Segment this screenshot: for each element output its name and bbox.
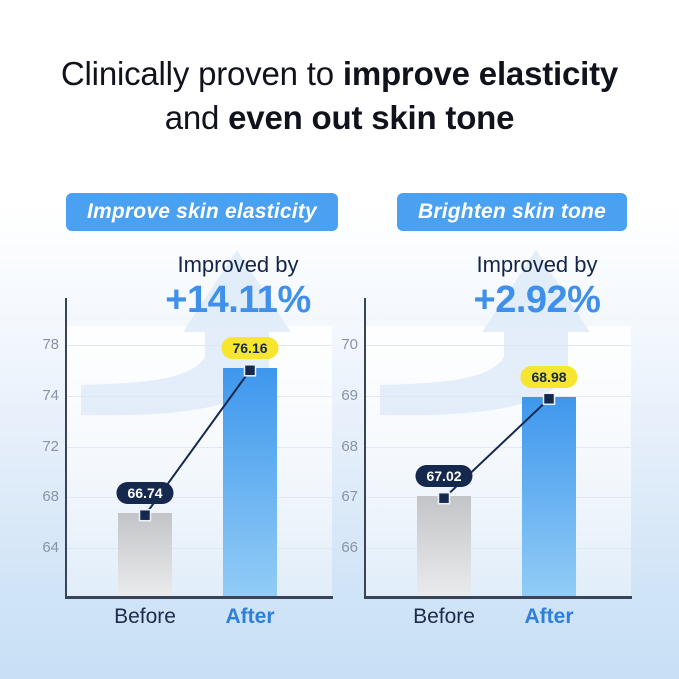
gridline bbox=[66, 548, 332, 549]
value-badge-after: 76.16 bbox=[221, 337, 279, 360]
y-tick-label: 67 bbox=[341, 488, 358, 506]
chart-header-badge: Improve skin elasticity bbox=[66, 193, 338, 231]
bar-after bbox=[522, 396, 576, 596]
y-tick-label: 64 bbox=[42, 539, 59, 556]
improved-by-label: Improved by bbox=[177, 252, 299, 277]
x-axis-line bbox=[364, 596, 632, 599]
y-tick-label: 69 bbox=[341, 386, 358, 404]
improved-by-label: Improved by bbox=[476, 252, 598, 277]
y-tick-label: 78 bbox=[42, 336, 59, 353]
x-label-before: Before bbox=[413, 605, 475, 628]
y-tick-label: 68 bbox=[341, 437, 358, 455]
x-label-before: Before bbox=[114, 605, 176, 628]
title-bold-1: improve elasticity bbox=[342, 55, 619, 92]
chart-panel-elasticity: Improve skin elasticity Improved by +14.… bbox=[31, 190, 351, 652]
chart-panel-skin-tone: Brighten skin tone Improved by +2.92% Be… bbox=[330, 190, 650, 652]
gridline bbox=[365, 548, 631, 549]
bar-before bbox=[417, 496, 471, 596]
y-axis-line bbox=[65, 298, 67, 598]
value-badge-before: 67.02 bbox=[415, 465, 473, 488]
improvement-callout: Improved by +2.92% bbox=[474, 252, 601, 322]
value-badge-after: 68.98 bbox=[520, 365, 578, 388]
chart-header-badge: Brighten skin tone bbox=[397, 193, 627, 231]
y-tick-label: 68 bbox=[42, 488, 59, 506]
y-tick-label: 70 bbox=[341, 336, 358, 353]
title-bold-2: even out skin tone bbox=[228, 98, 515, 136]
y-axis-line bbox=[364, 298, 366, 598]
y-tick-label: 72 bbox=[42, 437, 59, 455]
gridline bbox=[66, 345, 332, 346]
improvement-percent: +2.92% bbox=[473, 279, 601, 321]
value-badge-before: 66.74 bbox=[116, 482, 174, 505]
bar-after bbox=[223, 368, 277, 596]
title-regular-1: Clinically proven to bbox=[60, 55, 343, 92]
x-label-after: After bbox=[225, 605, 275, 628]
bar-before bbox=[118, 513, 172, 596]
title-regular-2: and bbox=[164, 98, 229, 136]
y-tick-label: 66 bbox=[341, 539, 358, 556]
page-title: Clinically proven to improve elasticity … bbox=[0, 52, 679, 139]
x-axis-line bbox=[65, 596, 333, 599]
improvement-callout: Improved by +14.11% bbox=[165, 252, 311, 322]
y-tick-label: 74 bbox=[42, 386, 59, 404]
improvement-percent: +14.11% bbox=[165, 279, 311, 321]
x-label-after: After bbox=[524, 605, 574, 628]
gridline bbox=[365, 345, 631, 346]
